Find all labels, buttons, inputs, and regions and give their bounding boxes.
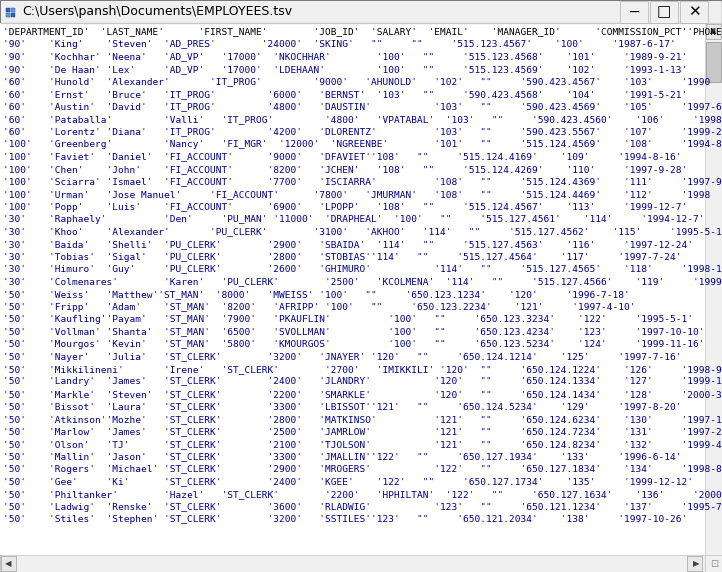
- Text: '50'    'Mallin'  'Jason'   'ST_CLERK'        '3300'   'JMALLIN''122'   ""     ': '50' 'Mallin' 'Jason' 'ST_CLERK' '3300' …: [3, 452, 682, 462]
- Bar: [6, 13, 10, 17]
- Text: '50'    'Weiss'   'Matthew''ST_MAN'  '8000'   'MWEISS' '100'   ""     '650.123.1: '50' 'Weiss' 'Matthew''ST_MAN' '8000' 'M…: [3, 290, 630, 299]
- Text: '50'    'Kaufling''Payam'   'ST_MAN'  '7900'   'PKAUFLIN'          '100'   ""   : '50' 'Kaufling''Payam' 'ST_MAN' '7900' '…: [3, 315, 693, 324]
- Text: '100'   'Sciarra' 'Ismael'  'FI_ACCOUNT'      '7700'   'ISCIARRA'          '108': '100' 'Sciarra' 'Ismael' 'FI_ACCOUNT' '7…: [3, 177, 722, 186]
- Text: '50'    'Markle'  'Steven'  'ST_CLERK'        '2200'   'SMARKLE'           '120': '50' 'Markle' 'Steven' 'ST_CLERK' '2200'…: [3, 390, 722, 399]
- Bar: [706, 24, 721, 39]
- Text: '50'    'Stiles'  'Stephen' 'ST_CLERK'        '3200'   'SSTILES''123'   ""     ': '50' 'Stiles' 'Stephen' 'ST_CLERK' '3200…: [3, 515, 687, 524]
- Bar: [680, 1, 708, 23]
- Text: '100'   'Greenberg'         'Nancy'   'FI_MGR'  '12000'  'NGREENBE'        '101': '100' 'Greenberg' 'Nancy' 'FI_MGR' '1200…: [3, 140, 722, 149]
- Text: '50'    'Gee'     'Ki'      'ST_CLERK'        '2400'   'KGEE'    '122'   ""     : '50' 'Gee' 'Ki' 'ST_CLERK' '2400' 'KGEE'…: [3, 478, 693, 487]
- Text: '50'    'Vollman' 'Shanta'  'ST_MAN'  '6500'   'SVOLLMAN'          '100'   ""   : '50' 'Vollman' 'Shanta' 'ST_MAN' '6500' …: [3, 328, 705, 336]
- Text: '30'    'Colmenares'        'Karen'   'PU_CLERK'        '2500'   'KCOLMENA'  '11: '30' 'Colmenares' 'Karen' 'PU_CLERK' '25…: [3, 277, 722, 287]
- Bar: [705, 23, 722, 555]
- Bar: [11, 8, 15, 12]
- Bar: [705, 555, 722, 572]
- Text: '60'    'Ernst'   'Bruce'   'IT_PROG'         '6000'   'BERNST'  '103'   ""     : '60' 'Ernst' 'Bruce' 'IT_PROG' '6000' 'B…: [3, 90, 687, 99]
- Text: '50'    'Rogers'  'Michael' 'ST_CLERK'        '2900'   'MROGERS'           '122': '50' 'Rogers' 'Michael' 'ST_CLERK' '2900…: [3, 465, 722, 474]
- Text: ⊡: ⊡: [710, 559, 718, 569]
- Text: '50'    'Bissot'  'Laura'   'ST_CLERK'        '3300'   'LBISSOT''121'   ""     ': '50' 'Bissot' 'Laura' 'ST_CLERK' '3300' …: [3, 403, 682, 411]
- Bar: [1, 556, 16, 571]
- Text: ▲: ▲: [710, 26, 716, 35]
- Bar: [650, 1, 678, 23]
- Text: '60'    'Lorentz' 'Diana'   'IT_PROG'         '4200'   'DLORENTZ'          '103': '60' 'Lorentz' 'Diana' 'IT_PROG' '4200' …: [3, 128, 722, 137]
- Bar: [687, 556, 702, 571]
- Text: '30'    'Tobias'  'Sigal'   'PU_CLERK'        '2800'   'STOBIAS''114'   ""     ': '30' 'Tobias' 'Sigal' 'PU_CLERK' '2800' …: [3, 252, 682, 261]
- Text: 'DEPARTMENT_ID'  'LAST_NAME'      'FIRST_NAME'        'JOB_ID'  'SALARY'  'EMAIL: 'DEPARTMENT_ID' 'LAST_NAME' 'FIRST_NAME'…: [3, 27, 722, 37]
- Text: '100'   'Chen'    'John'    'FI_ACCOUNT'      '8200'   'JCHEN'   '108'   ""     : '100' 'Chen' 'John' 'FI_ACCOUNT' '8200' …: [3, 165, 687, 174]
- Text: C:\Users\pansh\Documents\EMPLOYEES.tsv: C:\Users\pansh\Documents\EMPLOYEES.tsv: [22, 6, 292, 18]
- Bar: [1, 1, 721, 23]
- Bar: [6, 8, 10, 12]
- Text: '50'    'Mikkilineni'       'Irene'   'ST_CLERK'        '2700'   'IMIKKILI' '120: '50' 'Mikkilineni' 'Irene' 'ST_CLERK' '2…: [3, 365, 722, 374]
- Text: ─: ─: [630, 5, 638, 19]
- Bar: [706, 42, 721, 82]
- Text: ▶: ▶: [692, 559, 699, 569]
- Text: '100'   'Popp'    'Luis'    'FI_ACCOUNT'      '6900'   'LPOPP'   '108'   ""     : '100' 'Popp' 'Luis' 'FI_ACCOUNT' '6900' …: [3, 202, 687, 212]
- Text: '50'    'Nayer'   'Julia'   'ST_CLERK'        '3200'   'JNAYER' '120'   ""     ': '50' 'Nayer' 'Julia' 'ST_CLERK' '3200' '…: [3, 352, 682, 362]
- Text: '100'   'Faviet'  'Daniel'  'FI_ACCOUNT'      '9000'   'DFAVIET''108'   ""     ': '100' 'Faviet' 'Daniel' 'FI_ACCOUNT' '90…: [3, 153, 682, 161]
- Text: '90'    'King'    'Steven'  'AD_PRES'        '24000'  'SKING'   ""     ""     '5: '90' 'King' 'Steven' 'AD_PRES' '24000' '…: [3, 40, 676, 49]
- Text: ✕: ✕: [687, 5, 700, 19]
- Text: '30'    'Baida'   'Shelli'  'PU_CLERK'        '2900'   'SBAIDA'  '114'   ""     : '30' 'Baida' 'Shelli' 'PU_CLERK' '2900' …: [3, 240, 693, 249]
- Text: '60'    'Austin'  'David'   'IT_PROG'         '4800'   'DAUSTIN'           '103': '60' 'Austin' 'David' 'IT_PROG' '4800' '…: [3, 102, 722, 112]
- Text: '30'    'Himuro'  'Guy'     'PU_CLERK'        '2600'   'GHIMURO'           '114': '30' 'Himuro' 'Guy' 'PU_CLERK' '2600' 'G…: [3, 265, 722, 274]
- Text: '50'    'Ladwig'  'Renske'  'ST_CLERK'        '3600'   'RLADWIG'           '123': '50' 'Ladwig' 'Renske' 'ST_CLERK' '3600'…: [3, 502, 722, 511]
- Text: '50'    'Fripp'   'Adam'    'ST_MAN'  '8200'   'AFRIPP' '100'   ""     '650.123.: '50' 'Fripp' 'Adam' 'ST_MAN' '8200' 'AFR…: [3, 303, 635, 312]
- Text: '60'    'Hunold'  'Alexander'       'IT_PROG'         '9000'   'AHUNOLD'   '102': '60' 'Hunold' 'Alexander' 'IT_PROG' '900…: [3, 77, 710, 86]
- Text: '50'    'Atkinson''Mozhe'   'ST_CLERK'        '2800'   'MATKINSO'          '121': '50' 'Atkinson''Mozhe' 'ST_CLERK' '2800'…: [3, 415, 722, 424]
- Text: '100'   'Urman'   'Jose Manuel'     'FI_ACCOUNT'      '7800'   'JMURMAN'   '108': '100' 'Urman' 'Jose Manuel' 'FI_ACCOUNT'…: [3, 190, 710, 199]
- Bar: [11, 13, 15, 17]
- Text: '50'    'Landry'  'James'   'ST_CLERK'        '2400'   'JLANDRY'           '120': '50' 'Landry' 'James' 'ST_CLERK' '2400' …: [3, 378, 722, 387]
- Text: '60'    'Pataballa'         'Valli'   'IT_PROG'         '4800'   'VPATABAL'  '10: '60' 'Pataballa' 'Valli' 'IT_PROG' '4800…: [3, 115, 722, 124]
- Text: '90'    'Kochhar' 'Neena'   'AD_VP'   '17000'  'NKOCHHAR'        '100'   ""     : '90' 'Kochhar' 'Neena' 'AD_VP' '17000' '…: [3, 53, 687, 62]
- Text: '90'    'De Haan' 'Lex'     'AD_VP'   '17000'  'LDEHAAN'         '100'   ""     : '90' 'De Haan' 'Lex' 'AD_VP' '17000' 'LD…: [3, 65, 687, 74]
- Text: □: □: [657, 5, 671, 19]
- Text: '50'    'Marlow'  'James'   'ST_CLERK'        '2500'   'JAMRLOW'           '121': '50' 'Marlow' 'James' 'ST_CLERK' '2500' …: [3, 427, 722, 436]
- Text: '30'    'Khoo'    'Alexander'       'PU_CLERK'        '3100'   'AKHOO'   '114'  : '30' 'Khoo' 'Alexander' 'PU_CLERK' '3100…: [3, 228, 722, 236]
- Bar: [0, 555, 705, 572]
- Text: '50'    'Philtanker'        'Hazel'   'ST_CLERK'        '2200'   'HPHILTAN'  '12: '50' 'Philtanker' 'Hazel' 'ST_CLERK' '22…: [3, 490, 722, 499]
- Bar: [620, 1, 648, 23]
- Text: '30'    'Raphaely'          'Den'     'PU_MAN' '11000'  'DRAPHEAL'  '100'   ""  : '30' 'Raphaely' 'Den' 'PU_MAN' '11000' '…: [3, 215, 705, 224]
- Text: '50'    'Olson'   'TJ'      'ST_CLERK'        '2100'   'TJOLSON'           '121': '50' 'Olson' 'TJ' 'ST_CLERK' '2100' 'TJO…: [3, 440, 722, 449]
- Text: '50'    'Mourgos' 'Kevin'   'ST_MAN'  '5800'   'KMOURGOS'          '100'   ""   : '50' 'Mourgos' 'Kevin' 'ST_MAN' '5800' '…: [3, 340, 705, 349]
- Text: ◀: ◀: [5, 559, 12, 569]
